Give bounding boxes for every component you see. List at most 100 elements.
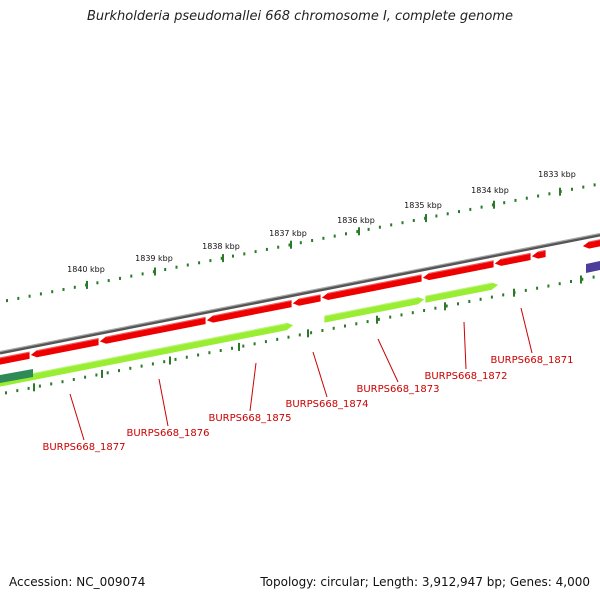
gene-leader-line — [158, 378, 169, 427]
kbp-label: 1834 kbp — [471, 186, 509, 195]
reverse-cds-arrow — [0, 322, 295, 388]
major-tick — [290, 240, 292, 249]
minor-tick — [582, 185, 585, 189]
reverse-cds-arrow — [323, 296, 426, 324]
minor-tick — [321, 329, 324, 332]
minor-tick — [503, 201, 506, 205]
forward-cds-arrow-highlight — [500, 252, 532, 260]
minor-tick — [458, 210, 460, 214]
minor-tick — [480, 205, 483, 209]
minor-tick — [39, 292, 42, 296]
minor-tick — [468, 300, 471, 303]
major-tick — [86, 280, 88, 289]
minor-tick — [140, 364, 143, 368]
minor-tick — [446, 212, 449, 216]
minor-tick — [377, 317, 380, 321]
minor-tick — [73, 285, 76, 289]
forward-cds-arrow — [581, 238, 600, 250]
minor-tick — [581, 277, 584, 281]
minor-tick — [118, 369, 120, 373]
forward-cds-arrow-highlight — [428, 260, 495, 274]
outer-tick-ring — [6, 183, 596, 303]
minor-tick — [434, 306, 437, 310]
minor-tick — [209, 259, 212, 263]
genome-backbone — [0, 233, 600, 355]
minor-tick — [457, 302, 459, 306]
forward-cds-arrow-highlight — [0, 351, 31, 359]
minor-tick — [141, 272, 144, 276]
major-tick — [307, 329, 309, 338]
minor-tick — [525, 196, 528, 200]
minor-tick — [479, 297, 482, 301]
backbone-layer — [0, 232, 600, 355]
forward-cds-arrow — [530, 248, 547, 260]
minor-tick — [345, 232, 347, 236]
minor-tick — [524, 288, 527, 292]
minor-tick — [264, 340, 267, 344]
minor-tick — [593, 183, 596, 187]
kbp-label: 1833 kbp — [538, 170, 576, 179]
minor-tick — [253, 342, 256, 346]
minor-tick — [412, 219, 415, 222]
minor-tick — [445, 304, 448, 308]
minor-tick — [106, 371, 109, 375]
reverse-cds-arrow-highlight — [0, 323, 288, 381]
minor-tick — [208, 351, 211, 355]
gene-label: BURPS668_1871 — [490, 355, 573, 366]
minor-tick — [333, 234, 336, 238]
minor-tick — [411, 311, 414, 315]
major-tick — [513, 288, 515, 297]
minor-tick — [400, 313, 403, 317]
major-tick — [559, 187, 561, 196]
minor-tick — [356, 230, 359, 234]
major-tick — [425, 214, 427, 223]
minor-tick — [570, 280, 572, 283]
map-title: Burkholderia pseudomallei 668 chromosome… — [86, 9, 514, 24]
minor-tick — [592, 275, 595, 279]
minor-tick — [299, 241, 302, 245]
forward-cds-arrow-highlight — [327, 274, 423, 294]
gene-label: BURPS668_1875 — [208, 413, 291, 424]
minor-tick — [119, 276, 121, 280]
gene-leader-line — [312, 351, 328, 398]
minor-tick — [38, 384, 41, 388]
major-tick — [238, 342, 240, 351]
minor-tick — [435, 214, 438, 218]
minor-tick — [72, 378, 75, 381]
gene-leader-line — [69, 393, 85, 441]
genome-summary-label: Topology: circular; Length: 3,912,947 bp… — [260, 575, 590, 589]
gene-label: BURPS668_1873 — [356, 384, 439, 395]
minor-tick — [95, 373, 98, 377]
major-tick — [493, 200, 495, 209]
minor-tick — [491, 203, 494, 207]
major-tick — [154, 267, 156, 276]
minor-tick — [186, 263, 189, 267]
minor-tick — [298, 333, 301, 337]
reverse-cds-arrow-highlight — [424, 282, 493, 297]
gene-leader-line — [249, 362, 257, 412]
forward-cds-arrow-highlight — [298, 294, 322, 300]
minor-tick — [547, 284, 550, 288]
minor-tick — [175, 265, 178, 269]
minor-tick — [130, 274, 133, 278]
minor-tick — [571, 187, 573, 191]
other-feature-blue — [586, 261, 600, 273]
minor-tick — [514, 198, 517, 202]
kbp-label: 1835 kbp — [404, 201, 442, 210]
kbp-label: 1840 kbp — [67, 265, 105, 274]
kbp-label: 1839 kbp — [135, 254, 173, 263]
major-tick — [580, 275, 582, 284]
minor-tick — [366, 320, 369, 324]
minor-tick — [390, 223, 393, 227]
minor-tick — [174, 357, 177, 361]
major-tick — [222, 254, 224, 263]
minor-tick — [311, 239, 314, 242]
forward-cds-arrow-highlight — [105, 316, 207, 338]
minor-tick — [163, 360, 166, 364]
reverse-cds-arrow — [424, 281, 500, 304]
minor-tick — [242, 344, 245, 348]
minor-tick — [16, 389, 19, 393]
major-tick — [376, 315, 378, 324]
gene-label: BURPS668_1876 — [126, 428, 209, 439]
